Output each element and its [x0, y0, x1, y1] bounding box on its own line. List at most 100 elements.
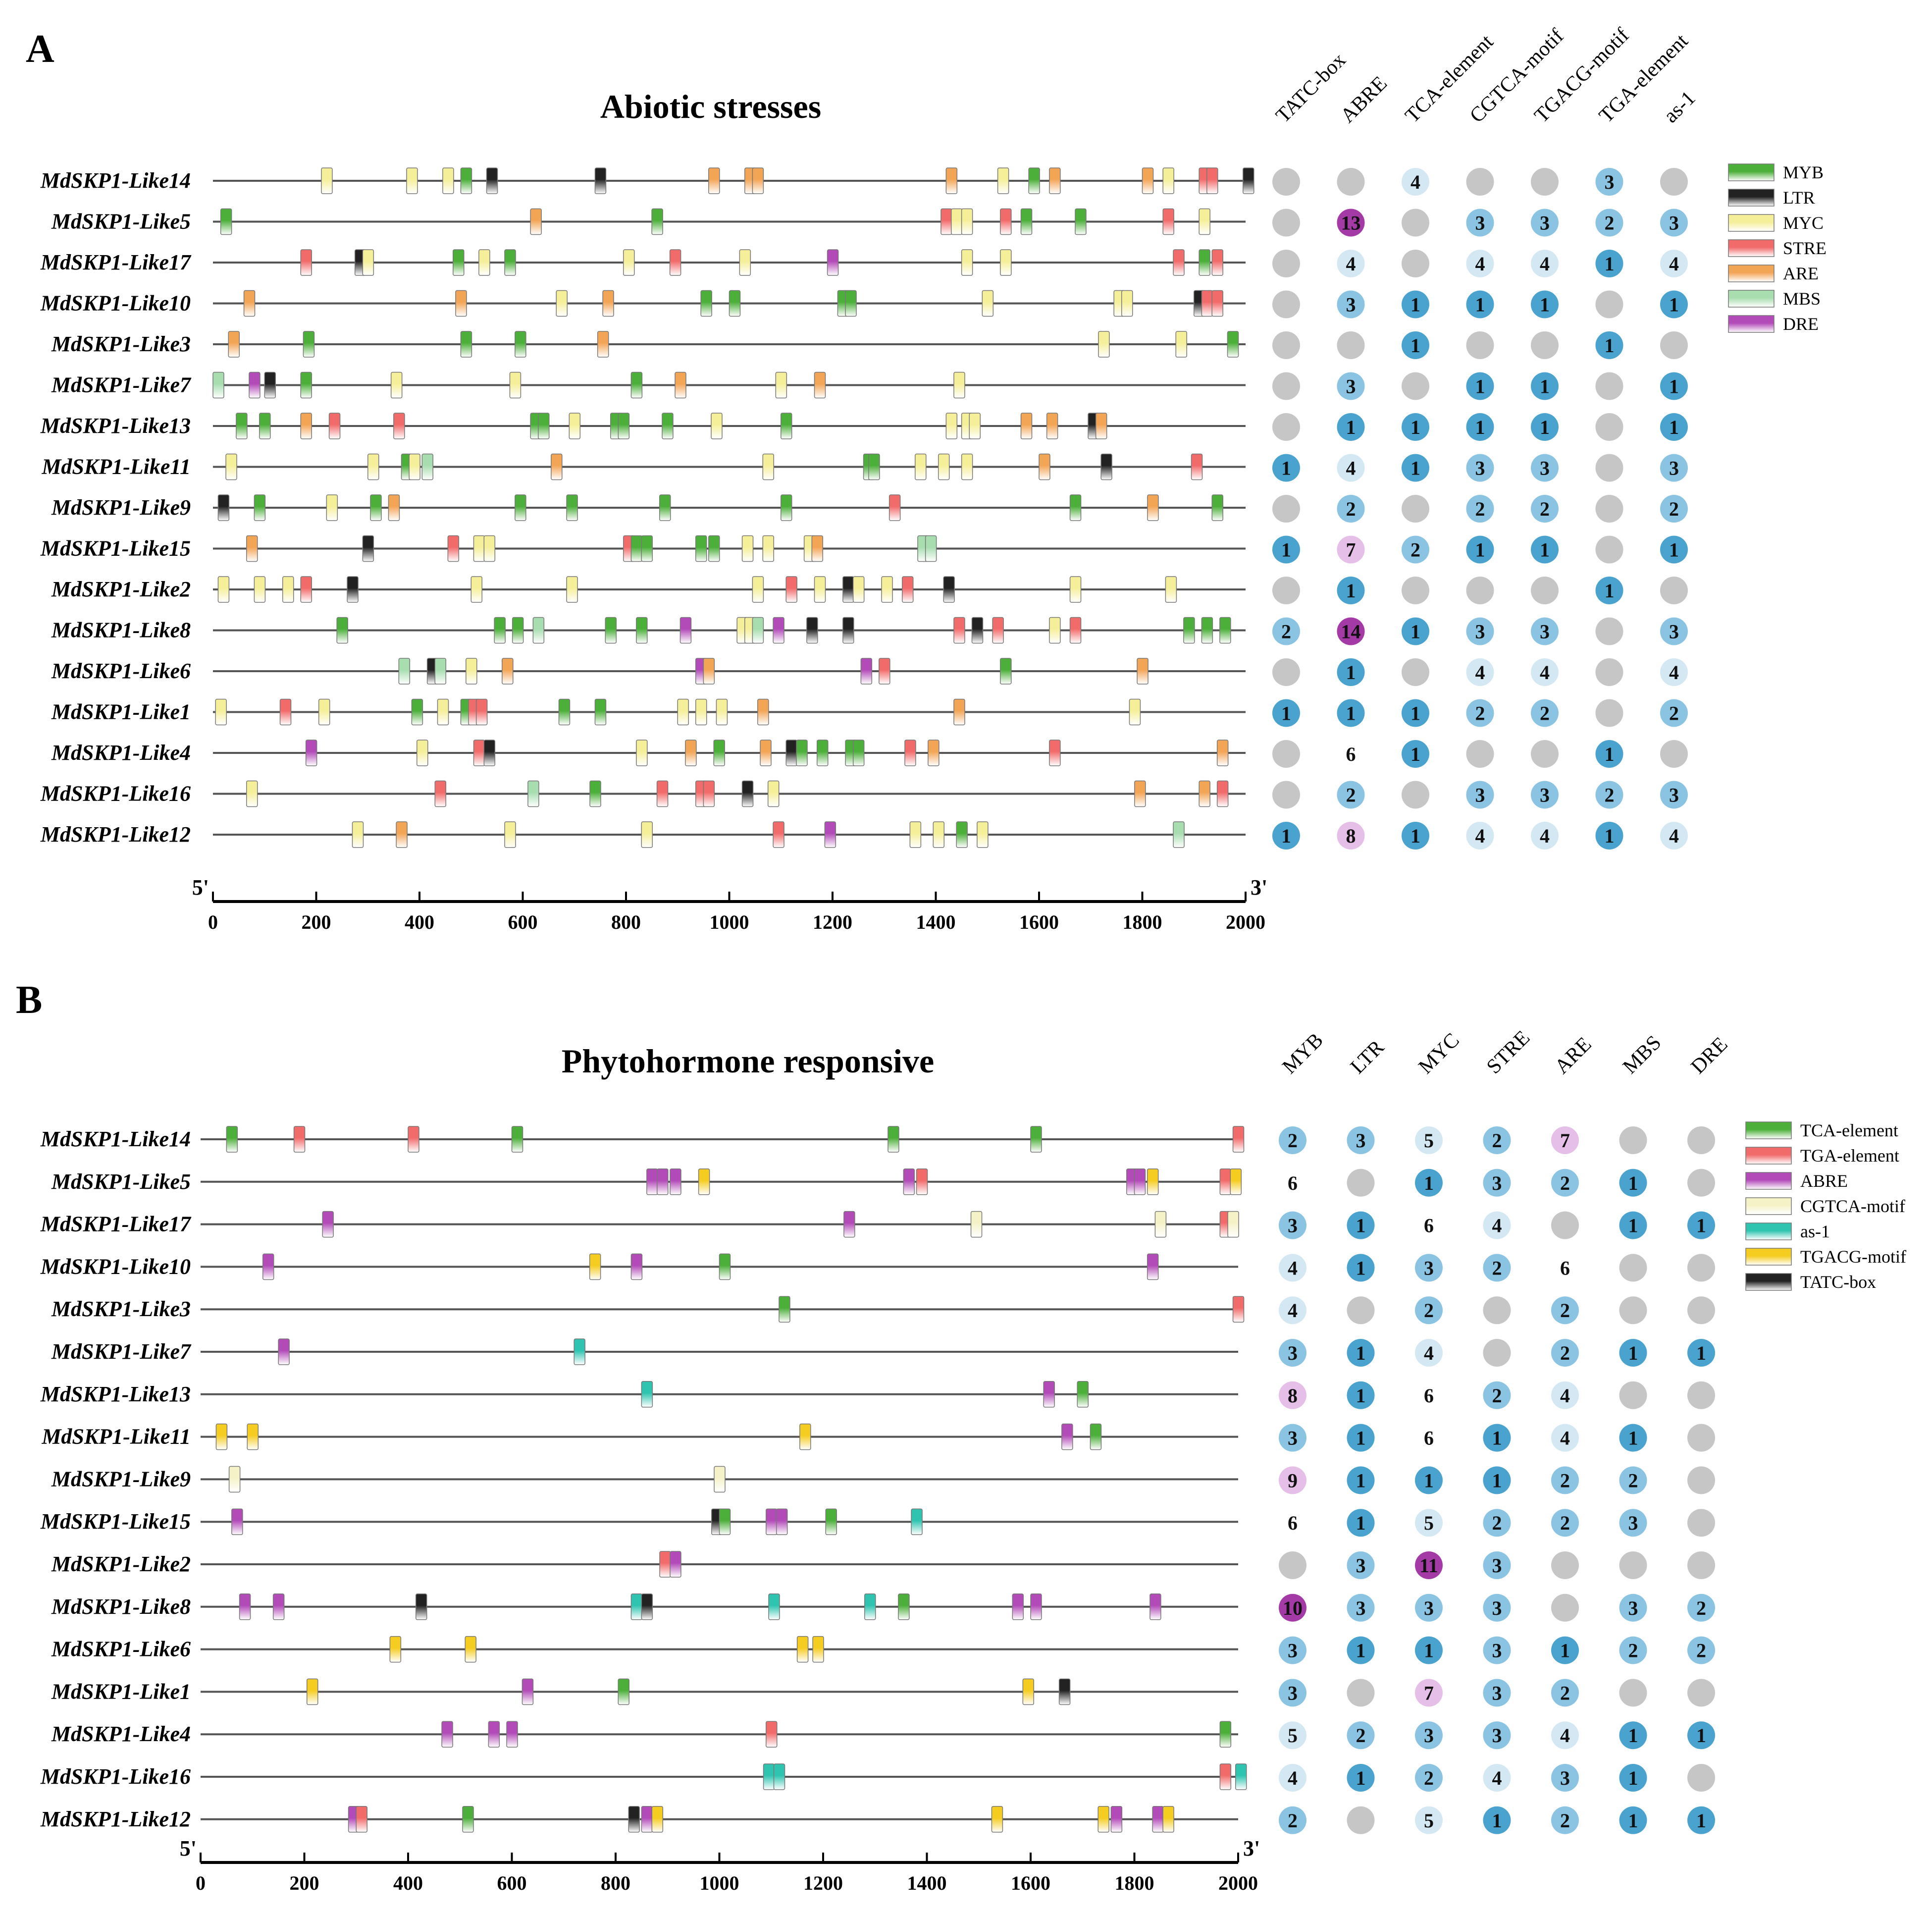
count-value: 4 — [1475, 825, 1485, 847]
count-value: 3 — [1475, 212, 1485, 234]
count-value: 1 — [1410, 825, 1420, 847]
count-value: 1 — [1410, 294, 1420, 316]
count-cell: 1 — [1337, 577, 1365, 604]
element-mbs — [421, 453, 433, 480]
count-value: 2 — [1288, 1809, 1298, 1832]
element-are — [1046, 413, 1058, 439]
count-cell — [1272, 781, 1300, 809]
element-myb — [1020, 208, 1033, 235]
gene-label: MdSKP1-Like2 — [51, 1552, 191, 1576]
count-circle — [1466, 740, 1494, 768]
element-tga-element — [356, 1806, 367, 1833]
element-cgtca-motif — [1227, 1211, 1239, 1238]
count-cell: 4 — [1337, 454, 1365, 482]
count-circle — [1466, 577, 1494, 604]
count-cell: 4 — [1551, 1721, 1579, 1750]
count-cell: 3 — [1660, 454, 1688, 482]
element-tga-element — [1219, 1169, 1232, 1195]
count-circle — [1272, 699, 1300, 727]
element-ltr — [362, 535, 374, 562]
count-circle — [1279, 1424, 1306, 1452]
count-cell: 3 — [1347, 1126, 1375, 1154]
count-circle — [1415, 1169, 1443, 1197]
element-tatc-box — [628, 1806, 640, 1833]
count-circle — [1415, 1339, 1443, 1367]
gene-label: MdSKP1-Like8 — [51, 618, 191, 642]
count-value: 2 — [1628, 1640, 1638, 1662]
count-cell: 4 — [1402, 168, 1429, 196]
count-circle — [1402, 331, 1429, 359]
legend-swatch — [1745, 1248, 1792, 1266]
count-circle — [1272, 535, 1300, 564]
count-circle — [1595, 250, 1623, 277]
element-myc — [1121, 290, 1133, 317]
count-value: 3 — [1669, 212, 1679, 234]
element-myb — [453, 249, 465, 276]
element-tca-element — [1030, 1126, 1042, 1153]
count-cell — [1595, 699, 1623, 727]
legend-swatch — [1728, 214, 1775, 232]
element-stre — [1162, 208, 1174, 235]
count-value: 1 — [1356, 1384, 1366, 1407]
gene-row: MdSKP1-Like7 3 1 1 1 — [51, 372, 1688, 400]
count-cell: 6 — [1424, 1215, 1434, 1237]
count-value: 1 — [1605, 580, 1615, 602]
column-header: ABRE — [1336, 72, 1392, 127]
count-cell: 11 — [1415, 1551, 1443, 1579]
count-value: 1 — [1628, 1172, 1638, 1194]
count-cell: 3 — [1483, 1169, 1511, 1197]
element-stre — [992, 617, 1004, 644]
count-cell: 3 — [1619, 1509, 1647, 1537]
element-myb — [1201, 617, 1213, 644]
count-cell: 1 — [1272, 535, 1300, 564]
count-cell: 4 — [1531, 250, 1559, 277]
element-as-1 — [1235, 1763, 1247, 1790]
count-circle — [1402, 658, 1429, 686]
count-value: 1 — [1540, 375, 1550, 398]
count-circle — [1415, 1509, 1443, 1537]
legend-swatch — [1745, 1197, 1792, 1215]
gene-row: MdSKP1-Like17 3 1 6 4 1 1 — [40, 1211, 1715, 1239]
gene-row: MdSKP1-Like9 9 1 1 1 2 2 — [51, 1466, 1715, 1494]
element-myb — [300, 372, 312, 399]
gene-row: MdSKP1-Like5 13 3 3 2 3 — [51, 208, 1688, 237]
gene-row: MdSKP1-Like12 1 8 1 4 4 1 4 — [40, 821, 1688, 850]
element-abre — [903, 1169, 915, 1195]
element-as-1 — [630, 1594, 643, 1620]
element-myb — [558, 698, 571, 726]
element-tga-element — [1219, 1763, 1232, 1790]
legend-swatch — [1745, 1222, 1792, 1240]
gene-label: MdSKP1-Like6 — [51, 659, 191, 683]
count-cell — [1337, 168, 1365, 196]
count-cell: 2 — [1551, 1806, 1579, 1834]
count-cell — [1551, 1211, 1579, 1239]
count-value: 7 — [1424, 1682, 1434, 1704]
element-myb — [695, 535, 707, 562]
element-stre — [434, 780, 447, 807]
count-circle — [1466, 535, 1494, 564]
element-myc — [409, 453, 420, 480]
legend: MYB LTR MYC STRE ARE MBS DRE — [1728, 162, 1827, 334]
count-value: 2 — [1410, 539, 1420, 561]
count-cell: 4 — [1466, 822, 1494, 850]
count-cell: 8 — [1337, 822, 1365, 850]
count-value: 5 — [1424, 1809, 1434, 1832]
count-value: 1 — [1628, 1342, 1638, 1364]
count-circle — [1272, 822, 1300, 850]
element-myb — [1211, 494, 1223, 521]
count-value: 9 — [1288, 1469, 1298, 1491]
count-cell — [1279, 1551, 1306, 1579]
count-circle — [1279, 1466, 1306, 1494]
element-are — [597, 331, 609, 358]
count-value: 1 — [1605, 334, 1615, 357]
count-cell: 3 — [1466, 617, 1494, 645]
count-value: 13 — [1341, 212, 1361, 234]
count-cell — [1595, 495, 1623, 523]
count-circle — [1619, 1424, 1647, 1452]
element-myb — [504, 249, 516, 276]
count-value: 4 — [1492, 1215, 1502, 1237]
gene-row: MdSKP1-Like1 1 1 1 2 2 2 — [51, 698, 1688, 727]
count-cell: 2 — [1551, 1339, 1579, 1367]
count-cell: 1 — [1466, 535, 1494, 564]
count-circle — [1279, 1636, 1306, 1664]
